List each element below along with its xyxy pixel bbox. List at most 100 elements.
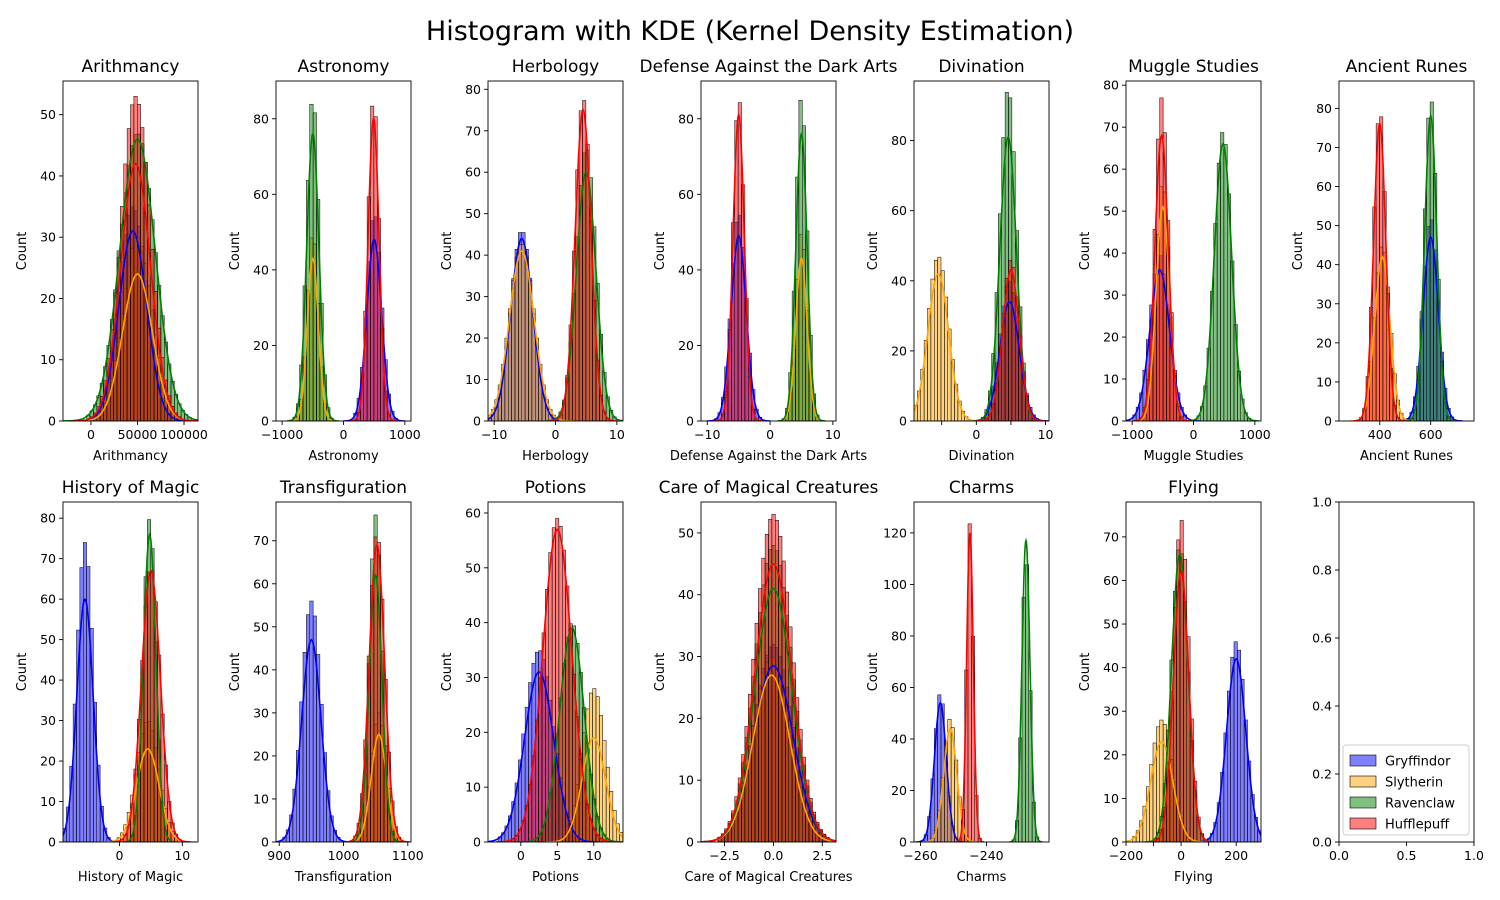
x-tick-label: 0.0 bbox=[1329, 848, 1349, 863]
subplot-history-of-magic: 0 10 0 10 20 30 40 50 60 70 80 History of Magic Hist… bbox=[15, 478, 199, 885]
y-tick-label: 0 bbox=[473, 414, 481, 429]
x-tick-label: 400 bbox=[1368, 427, 1392, 442]
y-tick-label: 50 bbox=[1316, 218, 1332, 233]
x-tick-label: −240 bbox=[969, 848, 1003, 863]
x-axis-label: Care of Magical Creatures bbox=[684, 870, 852, 885]
kde-ravenclaw bbox=[544, 171, 623, 421]
kde-hufflepuff bbox=[1133, 133, 1191, 421]
hist-bar bbox=[524, 256, 529, 421]
x-axis-label: Herbology bbox=[522, 449, 589, 464]
y-tick-label: 60 bbox=[465, 505, 481, 520]
legend-swatch-ravenclaw bbox=[1349, 796, 1377, 809]
y-tick-label: 0.6 bbox=[1312, 631, 1332, 646]
y-tick-label: 80 bbox=[891, 628, 907, 643]
kde-gryffindor bbox=[915, 701, 966, 842]
kde-gryffindor bbox=[343, 238, 406, 421]
x-tick-label: 0 bbox=[517, 848, 525, 863]
y-tick-label: 20 bbox=[678, 711, 694, 726]
axes-frame bbox=[1125, 501, 1262, 843]
subplot-title: Arithmancy bbox=[82, 57, 180, 77]
hist-bar bbox=[521, 244, 526, 421]
y-tick-label: 20 bbox=[678, 338, 694, 353]
subplot-arithmancy: 0 50000 100000 0 10 20 30 40 50 Arithmancy Arithma… bbox=[15, 57, 208, 464]
x-axis-label: Astronomy bbox=[308, 449, 379, 464]
x-tick-label: 0 bbox=[340, 427, 348, 442]
x-axis-label: Ancient Runes bbox=[1360, 449, 1453, 464]
x-tick-label: 1000 bbox=[1239, 427, 1271, 442]
axes-frame bbox=[700, 501, 837, 843]
y-tick-label: 50 bbox=[40, 107, 56, 122]
hist-slytherin bbox=[914, 256, 969, 421]
y-tick-label: 40 bbox=[891, 273, 907, 288]
plot-area bbox=[1350, 101, 1463, 421]
y-tick-label: 20 bbox=[253, 748, 269, 763]
kde-gryffindor bbox=[488, 671, 601, 842]
subplot-herbology: −10 0 1001020304050607080HerbologyHerbolog… bbox=[440, 57, 625, 464]
legend-label-slytherin: Slytherin bbox=[1385, 776, 1443, 791]
x-tick-label: 0 bbox=[87, 427, 95, 442]
y-tick-label: 0 bbox=[261, 835, 269, 850]
kde-ravenclaw bbox=[1186, 142, 1260, 421]
x-tick-label: 1000 bbox=[389, 427, 421, 442]
hist-bar bbox=[83, 542, 87, 842]
y-axis-label: Count bbox=[866, 653, 881, 692]
hist-hufflepuff bbox=[511, 518, 603, 842]
kde-hufflepuff bbox=[1148, 570, 1214, 842]
y-tick-label: 10 bbox=[40, 352, 56, 367]
subplot-title: Transfiguration bbox=[279, 478, 407, 498]
x-tick-label: 0.5 bbox=[1397, 848, 1417, 863]
kde-ravenclaw bbox=[123, 532, 177, 842]
y-tick-label: 20 bbox=[1316, 335, 1332, 350]
x-axis-label: Defense Against the Dark Arts bbox=[670, 449, 867, 464]
hist-bar bbox=[1223, 144, 1228, 421]
subplot-empty: 0.0 0.5 1.0 0.0 0.2 0.4 0.6 0.8 1.0 Gryffindor Sly… bbox=[1312, 495, 1484, 864]
y-tick-label: 40 bbox=[1316, 257, 1332, 272]
y-tick-label: 50 bbox=[40, 632, 56, 647]
y-tick-label: 60 bbox=[1316, 179, 1332, 194]
y-tick-label: 60 bbox=[253, 187, 269, 202]
x-tick-label: 600 bbox=[1419, 427, 1443, 442]
y-tick-label: 0 bbox=[899, 414, 907, 429]
kde-ravenclaw bbox=[286, 132, 339, 421]
subplot-title: Potions bbox=[525, 478, 587, 498]
y-tick-label: 0 bbox=[48, 414, 56, 429]
kde-hufflepuff bbox=[549, 108, 617, 421]
legend-frame bbox=[1342, 744, 1470, 836]
x-tick-label: 900 bbox=[267, 848, 291, 863]
y-tick-label: 30 bbox=[1103, 288, 1119, 303]
y-tick-label: 40 bbox=[1103, 660, 1119, 675]
y-tick-label: 70 bbox=[1103, 529, 1119, 544]
y-tick-label: 10 bbox=[465, 780, 481, 795]
hist-hufflepuff bbox=[721, 102, 756, 421]
hist-bar bbox=[551, 527, 556, 842]
y-tick-label: 20 bbox=[465, 331, 481, 346]
x-tick-label: 5 bbox=[553, 848, 561, 863]
subplot-title: Divination bbox=[938, 57, 1024, 77]
axes-frame bbox=[700, 80, 837, 422]
y-tick-label: 60 bbox=[891, 203, 907, 218]
axes-frame bbox=[1338, 80, 1475, 422]
subplot-title: Charms bbox=[949, 478, 1014, 498]
kde-hufflepuff bbox=[73, 162, 198, 421]
y-tick-label: 10 bbox=[678, 773, 694, 788]
y-axis-label: Count bbox=[440, 232, 455, 271]
y-tick-label: 0 bbox=[1111, 414, 1119, 429]
kde-slytherin bbox=[488, 250, 574, 421]
plot-area bbox=[488, 100, 623, 421]
subplot-care-of-magical-creatures: −2.5 0.0 2.5 0 10 20 30 40 50 Care of Magical Cre… bbox=[653, 478, 879, 885]
hist-bar bbox=[578, 110, 583, 421]
subplot-title: Muggle Studies bbox=[1128, 57, 1259, 77]
kde-hufflepuff bbox=[714, 112, 763, 421]
y-tick-label: 40 bbox=[891, 731, 907, 746]
y-tick-label: 60 bbox=[465, 165, 481, 180]
y-axis-label: Count bbox=[228, 232, 243, 271]
plot-area bbox=[63, 96, 198, 421]
y-tick-label: 10 bbox=[40, 794, 56, 809]
kde-ravenclaw bbox=[348, 573, 403, 842]
x-tick-label: −1000 bbox=[1111, 427, 1153, 442]
x-tick-label: 0 bbox=[552, 427, 560, 442]
x-tick-label: 1100 bbox=[392, 848, 424, 863]
y-tick-label: 60 bbox=[1103, 573, 1119, 588]
legend-swatch-gryffindor bbox=[1349, 754, 1377, 767]
